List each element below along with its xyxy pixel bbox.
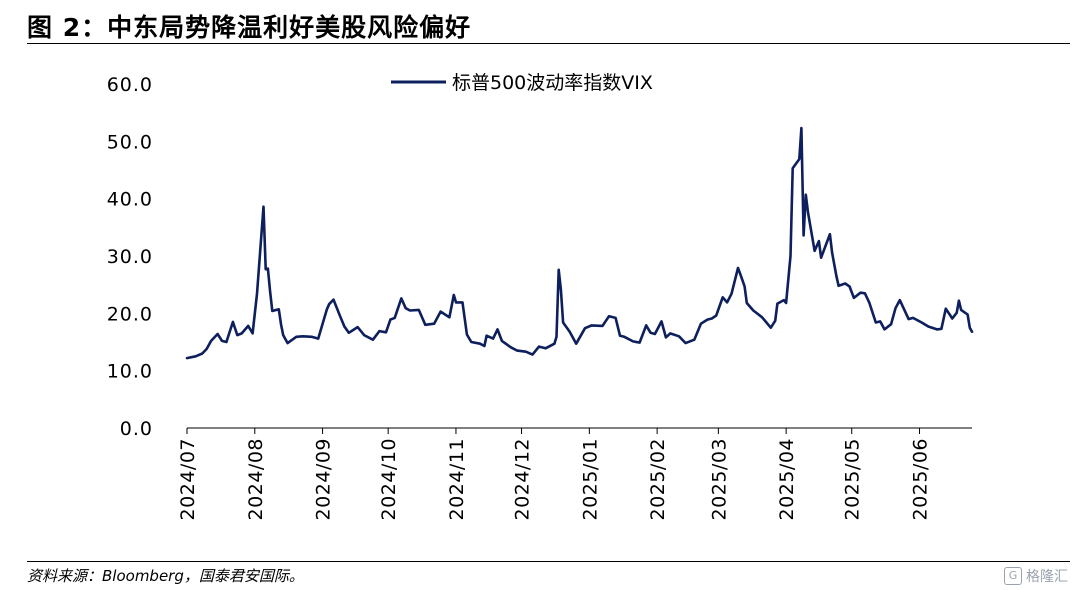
x-tick-label: 2024/07 <box>177 438 199 520</box>
x-tick-label: 2025/04 <box>776 438 798 520</box>
y-axis: 0.0 10.0 20.0 30.0 40.0 50.0 60.0 <box>107 74 153 440</box>
x-tick-label: 2025/05 <box>842 438 864 520</box>
x-tick-label: 2024/08 <box>245 438 267 520</box>
x-tick-label: 2025/02 <box>647 438 669 520</box>
vix-line-chart: 标普500波动率指数VIX 0.0 10.0 20.0 30.0 40.0 50.0 60.… <box>107 72 974 520</box>
x-tick-label: 2024/10 <box>378 438 400 520</box>
x-axis: 2024/07 2024/08 2024/09 2024/10 2024/11 2024/… <box>177 427 972 520</box>
x-tick-label: 2025/03 <box>708 438 730 520</box>
footer-divider <box>27 561 1070 562</box>
title-divider <box>27 43 1070 44</box>
y-tick-label: 40.0 <box>107 189 153 211</box>
y-tick-label: 30.0 <box>107 246 153 268</box>
series-group <box>185 126 974 360</box>
x-tick-label: 2025/06 <box>910 438 932 520</box>
y-tick-label: 10.0 <box>107 361 153 383</box>
x-tick-label: 2025/01 <box>579 438 601 520</box>
series-line-vix <box>185 126 974 360</box>
x-tick-label: 2024/09 <box>313 438 335 520</box>
watermark: G 格隆汇 <box>1004 566 1068 586</box>
y-tick-label: 60.0 <box>107 74 153 96</box>
y-tick-label: 20.0 <box>107 303 153 325</box>
legend-label: 标普500波动率指数VIX <box>452 72 653 94</box>
x-tick-label: 2024/11 <box>446 438 468 520</box>
watermark-logo-icon: G <box>1004 567 1022 585</box>
y-tick-label: 0.0 <box>120 418 153 440</box>
y-tick-label: 50.0 <box>107 131 153 153</box>
watermark-text: 格隆汇 <box>1026 569 1068 585</box>
source-note: 资料来源：Bloomberg，国泰君安国际。 <box>27 567 304 585</box>
x-tick-label: 2024/12 <box>512 438 534 520</box>
chart-legend: 标普500波动率指数VIX <box>391 72 653 94</box>
page-title: 图 2：中东局势降温利好美股风险偏好 <box>27 13 472 42</box>
